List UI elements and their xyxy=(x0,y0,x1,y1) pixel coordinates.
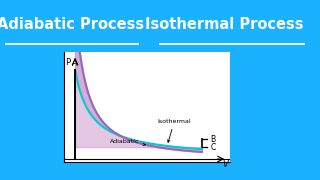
Text: Isothermal: Isothermal xyxy=(157,119,191,142)
Text: Adiabatic Process: Adiabatic Process xyxy=(0,17,144,31)
Text: B: B xyxy=(211,135,216,144)
Text: Isothermal Process: Isothermal Process xyxy=(145,17,303,31)
Text: V: V xyxy=(222,160,228,169)
Text: C: C xyxy=(211,143,216,152)
Text: P: P xyxy=(65,58,70,67)
Text: Adiabatic: Adiabatic xyxy=(110,139,146,146)
Text: A: A xyxy=(72,58,78,68)
